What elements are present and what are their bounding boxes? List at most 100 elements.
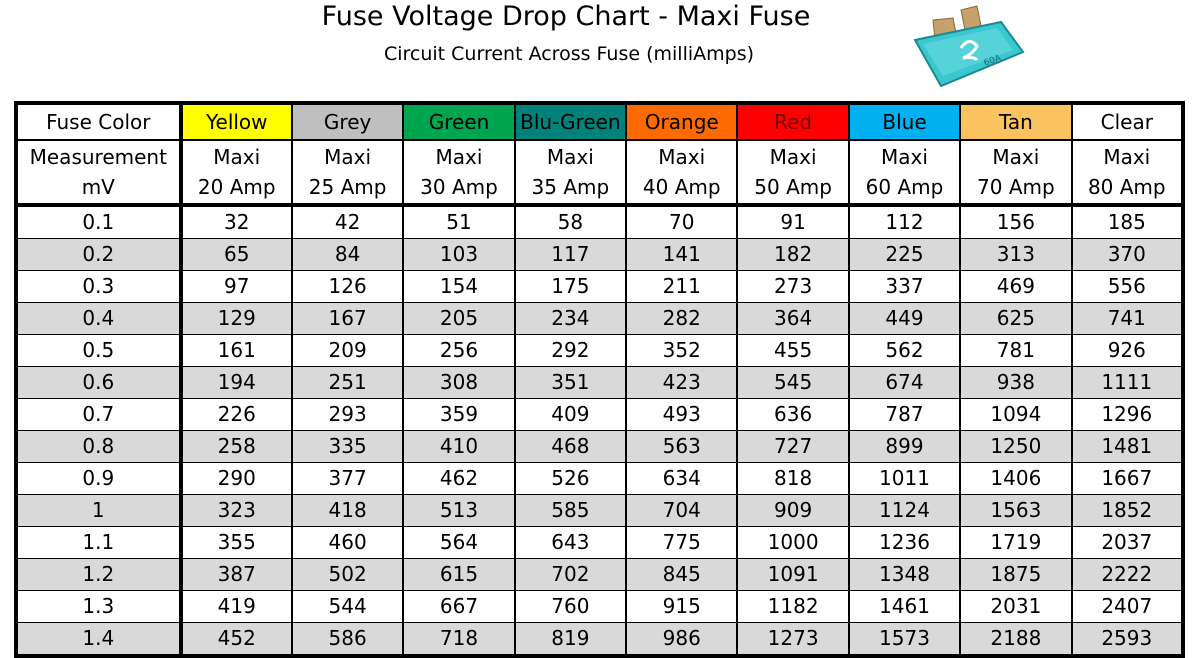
current-cell: 323: [179, 494, 293, 527]
current-cell: 185: [1070, 204, 1185, 239]
current-cell: 545: [736, 366, 850, 399]
current-cell: 449: [847, 302, 962, 335]
current-cell: 704: [625, 494, 739, 527]
current-cell: 167: [290, 302, 405, 335]
fuse-size-cell: Maxi 30 Amp: [402, 139, 516, 207]
current-cell: 1182: [736, 590, 850, 623]
fuse-rating-label: 20 Amp: [197, 175, 276, 199]
fuse-type-label: Maxi: [546, 145, 594, 169]
current-cell: 760: [513, 590, 628, 623]
current-cell: 819: [513, 622, 628, 657]
current-cell: 493: [625, 398, 739, 431]
fuse-color-cell: Green: [402, 102, 516, 141]
current-cell: 2188: [959, 622, 1073, 657]
measurement-cell: 0.2: [15, 238, 183, 271]
fuse-rating-label: 80 Amp: [1087, 175, 1166, 199]
current-cell: 741: [1070, 302, 1185, 335]
measurement-cell: 1.4: [15, 622, 183, 657]
measurement-unit: mV: [81, 175, 115, 199]
measurement-cell: 0.7: [15, 398, 183, 431]
fuse-type-label: Maxi: [881, 145, 928, 169]
current-cell: 1573: [847, 622, 962, 657]
current-cell: 702: [513, 558, 628, 591]
fuse-color-cell: Blu-Green: [513, 102, 628, 141]
current-cell: 1111: [1070, 366, 1185, 399]
fuse-type-label: Maxi: [992, 145, 1040, 169]
current-cell: 1011: [847, 462, 962, 495]
fuse-color-cell: Red: [736, 102, 850, 141]
current-cell: 355: [179, 526, 293, 559]
current-cell: 2222: [1070, 558, 1185, 591]
fuse-color-cell: Yellow: [179, 102, 293, 141]
current-cell: 1250: [959, 430, 1073, 463]
current-cell: 643: [513, 526, 628, 559]
fuse-size-cell: Maxi 70 Amp: [959, 139, 1073, 207]
current-cell: 2037: [1070, 526, 1185, 559]
current-cell: 563: [625, 430, 739, 463]
current-cell: 460: [290, 526, 405, 559]
current-cell: 818: [736, 462, 850, 495]
current-cell: 156: [959, 204, 1073, 239]
table-row: 1.3 419 544 667 760 915 1182 1461 2031 2407: [15, 590, 1185, 623]
fuse-rating-label: 35 Amp: [531, 175, 610, 199]
current-cell: 273: [736, 270, 850, 303]
current-cell: 986: [625, 622, 739, 657]
current-cell: 117: [513, 238, 628, 271]
current-cell: 205: [402, 302, 516, 335]
fuse-size-cell: Maxi 50 Amp: [736, 139, 850, 207]
current-cell: 615: [402, 558, 516, 591]
fuse-type-label: Maxi: [658, 145, 706, 169]
current-cell: 455: [736, 334, 850, 367]
table-row: 0.9 290 377 462 526 634 818 1011 1406 1667: [15, 462, 1185, 495]
current-cell: 2407: [1070, 590, 1185, 623]
current-cell: 65: [179, 238, 293, 271]
current-cell: 359: [402, 398, 516, 431]
current-cell: 909: [736, 494, 850, 527]
current-cell: 667: [402, 590, 516, 623]
current-cell: 1348: [847, 558, 962, 591]
current-cell: 938: [959, 366, 1073, 399]
fuse-size-cell: Maxi 35 Amp: [513, 139, 628, 207]
current-cell: 364: [736, 302, 850, 335]
fuse-type-label: Maxi: [1103, 145, 1151, 169]
fuse-rating-label: 30 Amp: [420, 175, 498, 199]
table-row: 0.6 194 251 308 351 423 545 674 938 1111: [15, 366, 1185, 399]
current-cell: 586: [290, 622, 405, 657]
current-cell: 636: [736, 398, 850, 431]
current-cell: 282: [625, 302, 739, 335]
fuse-color-cell: Orange: [625, 102, 739, 141]
measurement-cell: 1.3: [15, 590, 183, 623]
current-cell: 351: [513, 366, 628, 399]
fuse-size-cell: Maxi 20 Amp: [179, 139, 293, 207]
current-cell: 418: [290, 494, 405, 527]
measurement-header: Measurement mV: [15, 139, 183, 207]
current-cell: 370: [1070, 238, 1185, 271]
current-cell: 544: [290, 590, 405, 623]
current-cell: 337: [847, 270, 962, 303]
current-cell: 926: [1070, 334, 1185, 367]
current-cell: 781: [959, 334, 1073, 367]
current-cell: 377: [290, 462, 405, 495]
current-cell: 112: [847, 204, 962, 239]
fuse-size-cell: Maxi 25 Amp: [290, 139, 405, 207]
fuse-type-label: Maxi: [435, 145, 483, 169]
table-row: 0.7 226 293 359 409 493 636 787 1094 1296: [15, 398, 1185, 431]
current-cell: 1481: [1070, 430, 1185, 463]
fuse-color-cell: Blue: [847, 102, 962, 141]
current-cell: 70: [625, 204, 739, 239]
current-cell: 1273: [736, 622, 850, 657]
current-cell: 409: [513, 398, 628, 431]
measurement-cell: 0.6: [15, 366, 183, 399]
current-cell: 103: [402, 238, 516, 271]
current-cell: 258: [179, 430, 293, 463]
current-cell: 423: [625, 366, 739, 399]
measurement-cell: 1.1: [15, 526, 183, 559]
current-cell: 502: [290, 558, 405, 591]
table-row: 1.1 355 460 564 643 775 1000 1236 1719 2037: [15, 526, 1185, 559]
current-cell: 452: [179, 622, 293, 657]
current-cell: 1094: [959, 398, 1073, 431]
current-cell: 97: [179, 270, 293, 303]
fuse-rating-label: 50 Amp: [754, 175, 832, 199]
current-cell: 256: [402, 334, 516, 367]
current-cell: 526: [513, 462, 628, 495]
